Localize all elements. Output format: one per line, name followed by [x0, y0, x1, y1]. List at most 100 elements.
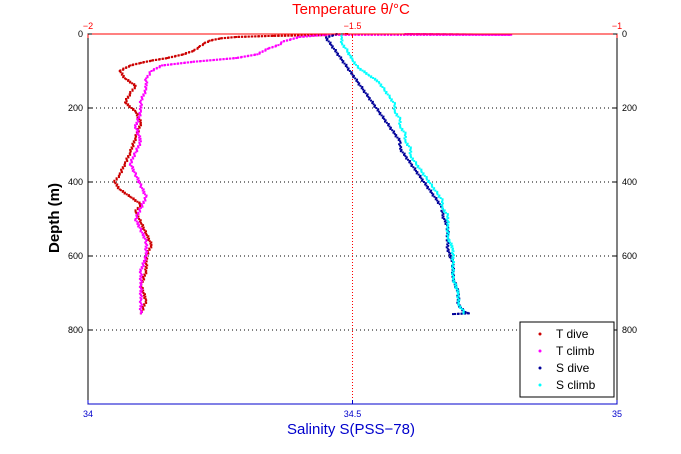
data-point: [150, 241, 153, 244]
data-point: [322, 34, 325, 37]
data-point: [329, 41, 332, 44]
data-point: [223, 37, 226, 40]
data-point: [456, 294, 459, 297]
data-point: [506, 33, 509, 36]
data-point: [256, 53, 259, 56]
data-point: [143, 190, 146, 193]
data-point: [139, 137, 142, 140]
data-point: [453, 313, 456, 316]
data-point: [142, 200, 145, 203]
data-point: [126, 95, 129, 98]
data-point: [144, 92, 147, 95]
data-point: [363, 89, 366, 92]
data-point: [144, 82, 147, 85]
depth-tick-label-left: 400: [68, 177, 83, 187]
data-point: [486, 33, 489, 36]
data-point: [173, 55, 176, 58]
data-point: [131, 88, 134, 91]
data-point: [283, 34, 286, 37]
data-point: [346, 66, 349, 69]
data-point: [452, 250, 455, 253]
data-point: [342, 45, 345, 48]
data-point: [415, 161, 418, 164]
data-point: [136, 208, 139, 211]
data-point: [383, 87, 386, 90]
data-point: [445, 218, 448, 221]
data-point: [266, 47, 269, 50]
data-point: [368, 98, 371, 101]
data-point: [142, 188, 145, 191]
data-point: [217, 37, 220, 40]
data-point: [419, 174, 422, 177]
data-point: [372, 103, 375, 106]
data-point: [376, 33, 379, 36]
data-point: [377, 81, 380, 84]
data-point: [140, 310, 143, 313]
data-point: [356, 78, 359, 81]
data-point: [445, 229, 448, 232]
data-point: [398, 143, 401, 146]
series-s-dive: [325, 33, 470, 316]
data-point: [138, 182, 141, 185]
data-point: [393, 33, 396, 36]
data-point: [370, 33, 373, 36]
data-point: [452, 262, 455, 265]
data-point: [134, 218, 137, 220]
data-point: [392, 107, 395, 110]
data-point: [161, 57, 164, 60]
data-point: [337, 33, 340, 36]
data-point: [373, 33, 376, 36]
data-point: [357, 83, 360, 86]
data-point: [404, 132, 407, 135]
data-point: [150, 246, 153, 249]
data-point: [130, 107, 133, 109]
data-point: [140, 276, 143, 279]
data-point: [148, 60, 151, 63]
data-point: [455, 33, 458, 36]
data-point: [458, 305, 461, 308]
data-point: [351, 73, 354, 76]
data-point: [180, 53, 183, 56]
data-point: [184, 52, 187, 55]
data-point: [180, 62, 183, 65]
data-point: [134, 210, 137, 213]
data-point: [447, 221, 450, 224]
data-point: [442, 33, 445, 36]
data-point: [141, 204, 144, 207]
data-point: [382, 115, 385, 118]
data-point: [467, 312, 470, 315]
data-point: [340, 34, 343, 37]
data-point: [451, 251, 454, 254]
data-point: [163, 64, 166, 67]
data-point: [500, 33, 503, 36]
data-point: [131, 82, 134, 85]
data-point: [412, 33, 415, 36]
data-point: [452, 267, 455, 270]
data-point: [446, 247, 449, 250]
data-point: [142, 236, 145, 239]
data-point: [142, 308, 145, 311]
data-point: [274, 45, 277, 48]
data-point: [135, 123, 138, 126]
data-point: [144, 268, 147, 271]
data-point: [147, 252, 150, 255]
data-point: [452, 274, 455, 277]
data-point: [140, 106, 143, 109]
data-point: [390, 98, 393, 101]
data-point: [446, 224, 449, 227]
data-point: [344, 47, 347, 50]
data-point: [130, 164, 133, 167]
data-point: [123, 192, 126, 195]
data-point: [447, 228, 450, 231]
data-point: [138, 116, 141, 119]
data-point: [493, 33, 496, 36]
data-point: [414, 167, 417, 170]
data-point: [136, 200, 139, 203]
data-point: [431, 185, 434, 188]
data-point: [409, 162, 412, 165]
data-point: [417, 164, 420, 167]
data-point: [258, 52, 261, 55]
data-point: [141, 189, 144, 192]
data-point: [125, 100, 128, 103]
data-point: [267, 35, 270, 38]
